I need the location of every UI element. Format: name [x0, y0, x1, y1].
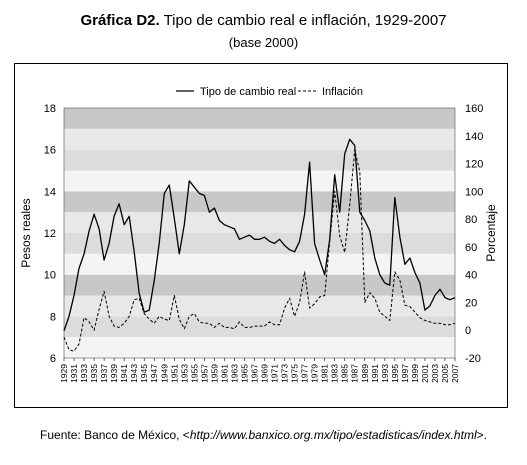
- legend: Tipo de cambio real Inflación: [176, 86, 363, 98]
- y-right-tick-label: 20: [465, 297, 477, 309]
- x-tick-label: 1989: [360, 364, 370, 383]
- x-tick-label: 1937: [99, 364, 109, 383]
- x-tick-label: 1965: [239, 364, 249, 383]
- x-tick-label: 1971: [270, 364, 280, 383]
- x-tick-label: 1995: [390, 364, 400, 383]
- x-tick-label: 1997: [400, 364, 410, 383]
- x-tick-label: 1987: [350, 364, 360, 383]
- y-left-axis-label: Pesos reales: [19, 198, 33, 267]
- x-tick-label: 1983: [330, 364, 340, 383]
- x-tick-label: 2005: [440, 364, 450, 383]
- x-tick-label: 1955: [189, 364, 199, 383]
- chart-title-text: Tipo de cambio real e inflación, 1929-20…: [159, 12, 447, 29]
- chart-source: Fuente: Banco de México, <http://www.ban…: [0, 428, 527, 442]
- y-right-tick-label: 0: [465, 325, 471, 337]
- legend-label: Inflación: [322, 86, 363, 98]
- x-tick-label: 1973: [280, 364, 290, 383]
- x-tick-label: 1977: [300, 364, 310, 383]
- x-tick-label: 2007: [450, 364, 460, 383]
- x-tick-label: 1991: [370, 364, 380, 383]
- y-left-tick-label: 6: [50, 353, 56, 365]
- x-tick-label: 1979: [310, 364, 320, 383]
- chart-title-number: Gráfica D2.: [80, 12, 160, 29]
- x-tick-label: 1929: [59, 364, 69, 383]
- x-tick-label: 1959: [209, 364, 219, 383]
- y-right-tick-label: 60: [465, 242, 477, 254]
- chart-subtitle: (base 2000): [228, 35, 299, 50]
- x-tick-label: 1975: [290, 364, 300, 383]
- x-tick-label: 1967: [249, 364, 259, 383]
- y-left-tick-label: 10: [44, 270, 56, 282]
- x-tick-label: 1981: [320, 364, 330, 383]
- x-tick-label: 1951: [169, 364, 179, 383]
- grid-band: [64, 253, 455, 275]
- legend-label: Tipo de cambio real: [200, 86, 296, 98]
- y-right-axis-label: Porcentaje: [484, 204, 498, 262]
- x-tick-label: 1953: [179, 364, 189, 383]
- grid-band: [64, 212, 455, 233]
- series-line-tipo-de-cambio: [63, 138, 456, 332]
- x-tick-label: 1963: [229, 364, 239, 383]
- grid-band: [64, 128, 455, 150]
- x-tick-label: 1943: [129, 364, 139, 383]
- x-tick-label: 1931: [69, 364, 79, 383]
- x-tick-label: 1961: [219, 364, 229, 383]
- x-tick-label: 1947: [149, 364, 159, 383]
- x-tick-label: 1949: [159, 364, 169, 383]
- x-tick-label: 1935: [89, 364, 99, 383]
- grid-band: [64, 337, 455, 358]
- x-tick-label: 1957: [199, 364, 209, 383]
- grid-band: [64, 108, 455, 129]
- grid-band: [64, 170, 455, 192]
- grid-band: [64, 274, 455, 296]
- series-line-inflacion: [63, 149, 456, 352]
- y-right-tick-label: 120: [465, 159, 483, 171]
- x-tick-label: 1985: [340, 364, 350, 383]
- chart-frame: [14, 63, 508, 408]
- grid-band: [64, 191, 455, 213]
- x-tick-label: 1999: [410, 364, 420, 383]
- y-right-tick-label: -20: [465, 353, 481, 365]
- y-left-tick-label: 18: [44, 103, 56, 115]
- grid-band: [64, 316, 455, 338]
- y-left-tick-label: 16: [44, 145, 56, 157]
- x-tick-label: 1939: [109, 364, 119, 383]
- x-tick-label: 2001: [420, 364, 430, 383]
- grid-band: [64, 295, 455, 317]
- y-left-tick-label: 14: [44, 186, 56, 198]
- y-right-tick-label: 40: [465, 270, 477, 282]
- y-left-tick-label: 12: [44, 228, 56, 240]
- y-right-tick-label: 80: [465, 214, 477, 226]
- x-tick-label: 1945: [139, 364, 149, 383]
- grid-band: [64, 233, 455, 254]
- source-suffix: >.: [476, 428, 487, 442]
- x-tick-label: 1993: [380, 364, 390, 383]
- y-right-tick-label: 100: [465, 186, 483, 198]
- x-tick-label: 1969: [260, 364, 270, 383]
- source-prefix: Fuente: Banco de México, <: [40, 428, 190, 442]
- grid-band: [64, 149, 455, 171]
- x-tick-label: 1933: [79, 364, 89, 383]
- chart-title: Gráfica D2. Tipo de cambio real e inflac…: [0, 12, 527, 29]
- source-url: http://www.banxico.org.mx/tipo/estadisti…: [189, 428, 477, 442]
- plot-area: [63, 107, 456, 359]
- x-tick-label: 1941: [119, 364, 129, 383]
- y-right-tick-label: 140: [465, 131, 483, 143]
- y-left-tick-label: 8: [50, 311, 56, 323]
- x-tick-label: 2003: [430, 364, 440, 383]
- y-right-tick-label: 160: [465, 103, 483, 115]
